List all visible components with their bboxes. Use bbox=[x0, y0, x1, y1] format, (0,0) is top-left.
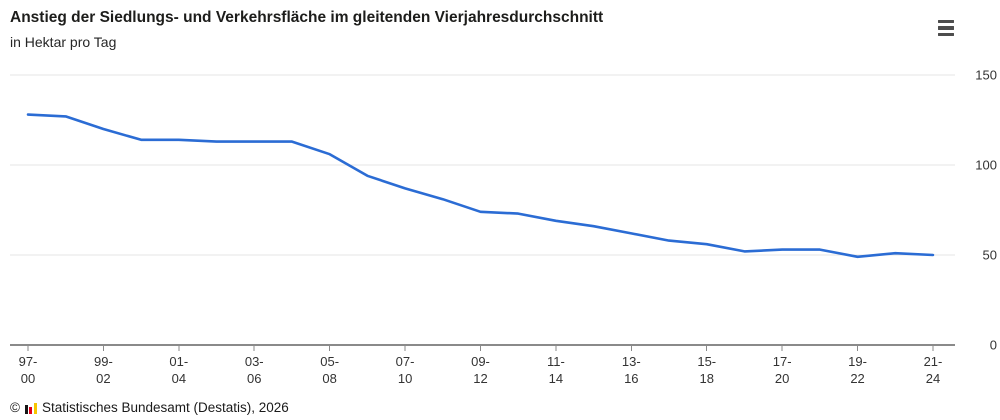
svg-text:04: 04 bbox=[172, 371, 186, 386]
copyright-symbol: © bbox=[10, 400, 20, 415]
svg-text:100: 100 bbox=[975, 158, 997, 173]
svg-text:12: 12 bbox=[473, 371, 487, 386]
source-text: Statistisches Bundesamt (Destatis), 2026 bbox=[41, 400, 289, 415]
svg-text:20: 20 bbox=[775, 371, 789, 386]
svg-text:08: 08 bbox=[322, 371, 336, 386]
svg-text:05-: 05- bbox=[320, 354, 339, 369]
svg-text:13-: 13- bbox=[622, 354, 641, 369]
svg-text:21-: 21- bbox=[924, 354, 943, 369]
gridlines bbox=[10, 74, 955, 256]
svg-text:10: 10 bbox=[398, 371, 412, 386]
svg-text:97-: 97- bbox=[19, 354, 38, 369]
source-note: © Statistisches Bundesamt (Destatis), 20… bbox=[10, 400, 289, 415]
svg-text:0: 0 bbox=[990, 338, 997, 353]
x-axis-labels: 97- 00 99- 02 01- 04 03- 06 05- 08 07- 10 09- 12 11- 14… bbox=[19, 354, 943, 386]
svg-text:06: 06 bbox=[247, 371, 261, 386]
destatis-bars-icon bbox=[24, 402, 37, 414]
data-line[interactable] bbox=[26, 113, 935, 259]
svg-text:19-: 19- bbox=[848, 354, 867, 369]
svg-text:22: 22 bbox=[850, 371, 864, 386]
x-axis-ticks bbox=[27, 345, 934, 351]
chart-title: Anstieg der Siedlungs- und Verkehrsfläch… bbox=[10, 9, 604, 26]
svg-text:50: 50 bbox=[983, 248, 997, 263]
chart-subtitle: in Hektar pro Tag bbox=[10, 34, 117, 51]
svg-text:07-: 07- bbox=[396, 354, 415, 369]
hamburger-menu-icon bbox=[938, 19, 958, 37]
svg-text:11-: 11- bbox=[547, 354, 565, 369]
svg-text:18: 18 bbox=[700, 371, 714, 386]
svg-text:24: 24 bbox=[926, 371, 940, 386]
chart-header: Anstieg der Siedlungs- und Verkehrsfläch… bbox=[10, 8, 960, 50]
svg-text:02: 02 bbox=[96, 371, 110, 386]
svg-text:15-: 15- bbox=[697, 354, 716, 369]
svg-text:01-: 01- bbox=[169, 354, 188, 369]
y-axis-labels: 0 50 100 150 bbox=[975, 68, 997, 353]
svg-text:150: 150 bbox=[975, 68, 997, 83]
svg-text:16: 16 bbox=[624, 371, 638, 386]
svg-text:14: 14 bbox=[549, 371, 563, 386]
menu-button[interactable] bbox=[936, 16, 960, 40]
svg-text:03-: 03- bbox=[245, 354, 264, 369]
svg-text:99-: 99- bbox=[94, 354, 113, 369]
svg-text:00: 00 bbox=[21, 371, 35, 386]
svg-text:09-: 09- bbox=[471, 354, 490, 369]
svg-text:17-: 17- bbox=[773, 354, 792, 369]
